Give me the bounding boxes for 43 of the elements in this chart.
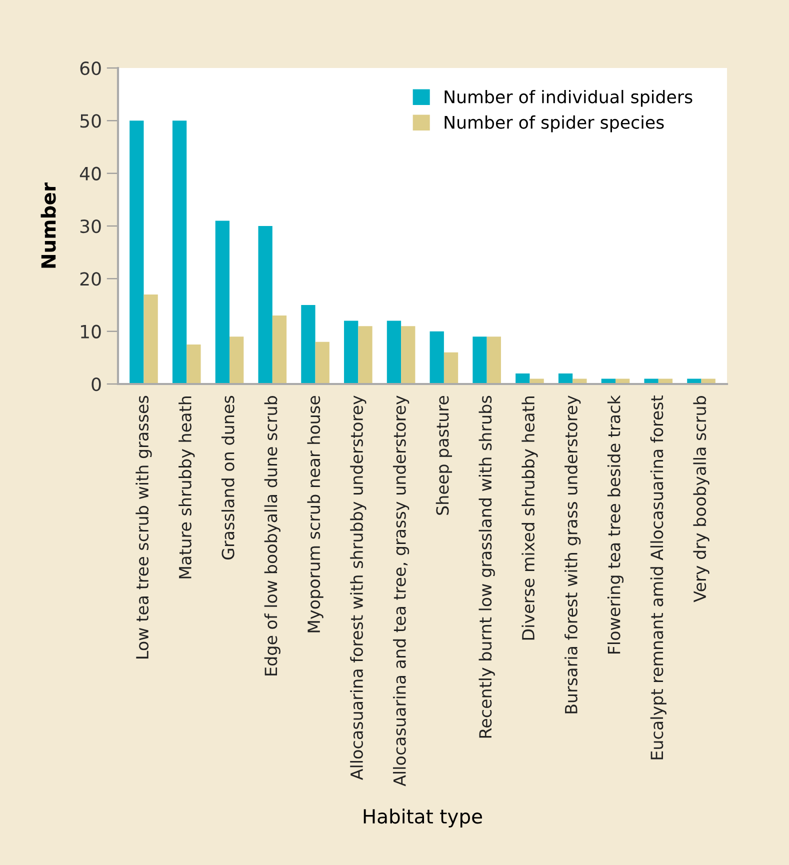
legend-label: Number of individual spiders (444, 90, 692, 107)
x-tick-label: Flowering tea tree beside track (607, 395, 624, 654)
x-tick-label: Mature shrubby heath (178, 396, 195, 578)
bar (272, 316, 287, 384)
x-tick-label: Diverse mixed shrubby heath (522, 396, 538, 640)
x-tick-label: Allocasuarina and tea tree, grassy understorey (392, 396, 410, 786)
x-tick-label: Grassland on dunes (221, 396, 234, 560)
bar (430, 331, 444, 384)
x-axis-title: Habitat type (364, 808, 482, 828)
x-tick-label: Low tea tree scrub with grasses (136, 396, 152, 658)
x-tick-label: Bursaria forest with grass understorey (564, 396, 581, 714)
bar (315, 342, 330, 384)
bar (301, 305, 316, 384)
bar (215, 220, 230, 384)
bar (344, 320, 358, 384)
y-tick-label: 20 (80, 272, 101, 286)
y-tick-label: 30 (80, 219, 101, 234)
bar (486, 336, 501, 384)
bar (172, 120, 187, 384)
x-tick-label: Eucalypt remnant amid Allocasuarina forest (650, 396, 666, 760)
x-tick-label: Very dry boobyalla scrub (693, 396, 710, 602)
bar (358, 326, 372, 384)
bar (130, 120, 144, 384)
bar (401, 326, 416, 384)
bar (144, 294, 158, 384)
bar (230, 336, 244, 384)
legend-label: Number of spider species (444, 115, 664, 132)
x-tick-label: Myoporum scrub near house (307, 396, 324, 632)
y-tick-label: 60 (80, 61, 101, 76)
x-tick-label: Allocasuarina forest with shrubby understorey (350, 396, 366, 780)
bar (444, 352, 458, 384)
bar (386, 320, 402, 384)
y-tick-label: 40 (80, 166, 101, 180)
bar (258, 226, 272, 384)
x-tick-label: Recently burnt low grassland with shrubs (478, 396, 495, 738)
bar (472, 336, 487, 384)
x-tick-label: Sheep pasture (436, 396, 452, 515)
bar (186, 344, 201, 384)
y-tick-label: 10 (81, 324, 101, 338)
y-tick-label: 0 (92, 377, 101, 392)
y-axis-title: Number (40, 182, 56, 268)
y-tick-label: 50 (80, 114, 101, 128)
x-tick-label: Edge of low boobyalla dune scrub (264, 396, 280, 676)
